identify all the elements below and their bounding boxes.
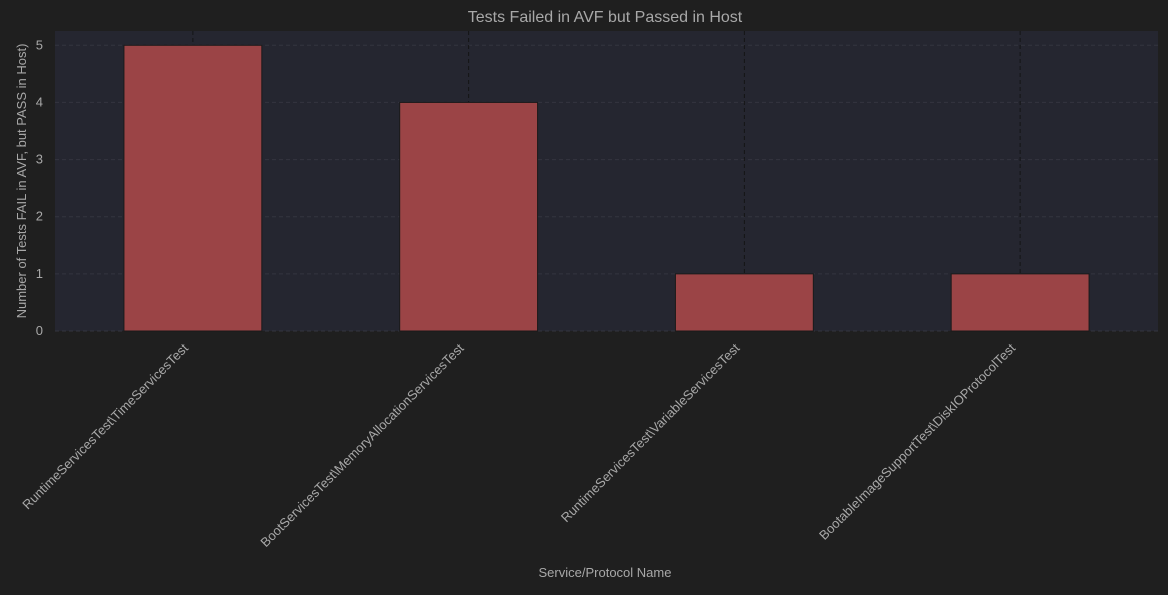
bars: [123, 44, 1090, 332]
bar: [123, 44, 263, 332]
bar: [950, 273, 1090, 332]
y-tick-label: 2: [36, 209, 43, 224]
bar: [399, 101, 539, 332]
bar: [674, 273, 814, 332]
y-axis-label: Number of Tests FAIL in AVF, but PASS in…: [14, 44, 29, 319]
y-tick-label: 5: [36, 37, 43, 52]
y-tick-label: 1: [36, 266, 43, 281]
x-axis-label: Service/Protocol Name: [539, 565, 672, 580]
y-tick-label: 3: [36, 152, 43, 167]
chart-title: Tests Failed in AVF but Passed in Host: [468, 9, 743, 26]
y-tick-label: 4: [36, 94, 43, 109]
y-tick-label: 0: [36, 323, 43, 338]
y-axis-ticks: 0 1 2 3 4 5: [36, 37, 43, 338]
